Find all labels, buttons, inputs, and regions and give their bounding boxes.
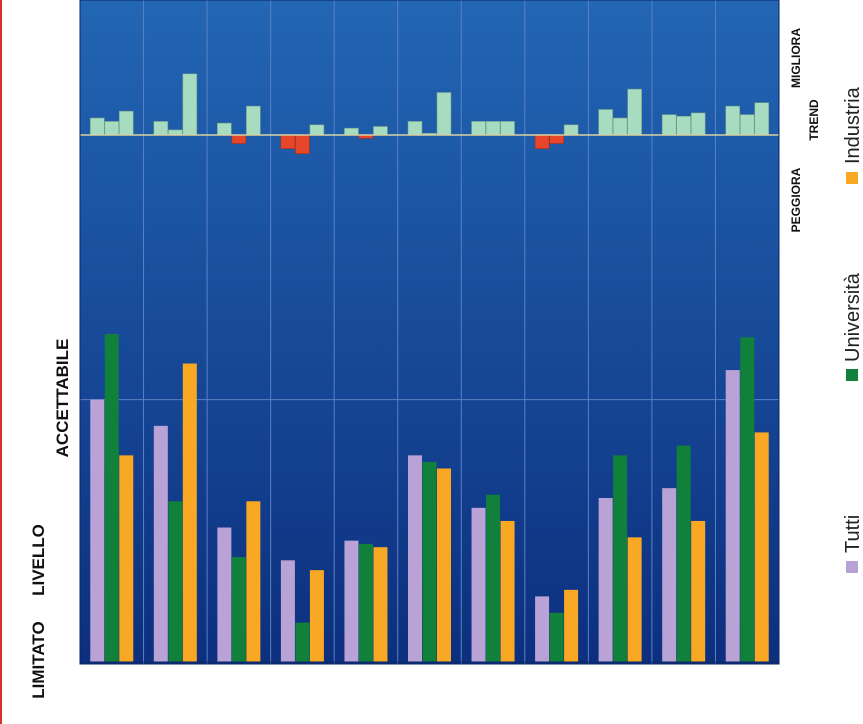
level-bar	[662, 488, 677, 662]
trend-bar	[153, 121, 169, 136]
level-bar	[90, 399, 105, 662]
level-bar	[295, 622, 310, 662]
trend-bar	[280, 134, 296, 149]
trend-bar	[246, 105, 261, 136]
level-bar	[231, 557, 246, 662]
level-bar	[598, 498, 613, 662]
legend-swatch-universita	[846, 369, 858, 381]
trend-bar	[89, 117, 105, 136]
trend-bar	[661, 114, 677, 136]
trend-bar	[436, 92, 452, 136]
level-bar	[104, 334, 119, 662]
legend-label-industria: Industria	[842, 86, 863, 164]
level-bar	[500, 520, 515, 662]
legend-swatch-tutti	[846, 561, 858, 573]
accettabile-label: ACCETTABILE	[53, 339, 72, 458]
level-bar	[725, 370, 740, 662]
level-bar	[280, 560, 295, 662]
level-bar	[471, 507, 486, 662]
level-bar	[408, 455, 422, 662]
level-bar	[358, 543, 373, 662]
trend-axis-label: TREND	[807, 99, 821, 141]
trend-bar	[725, 105, 741, 136]
level-bar	[627, 537, 642, 662]
level-bar	[754, 432, 769, 662]
level-bar	[740, 337, 755, 662]
trend-bar	[182, 73, 198, 136]
level-bar	[153, 425, 168, 662]
level-bar	[535, 596, 550, 662]
trend-bar	[344, 127, 359, 136]
level-bar	[486, 494, 501, 662]
level-bar	[119, 455, 134, 662]
level-bar	[676, 445, 691, 662]
trend-bar	[485, 121, 501, 136]
level-bar	[613, 455, 628, 662]
peggiora-label: PEGGIORA	[789, 167, 803, 232]
trend-bar	[627, 88, 642, 136]
trend-bar	[598, 109, 613, 136]
trend-bar	[500, 121, 515, 136]
level-bar	[691, 520, 706, 662]
trend-bar	[549, 134, 564, 144]
trend-bar	[217, 122, 232, 136]
trend-bar	[471, 121, 486, 136]
trend-bar	[373, 126, 388, 136]
level-bar	[373, 547, 388, 662]
trend-bar	[231, 134, 247, 144]
legend-label-universita: Università	[842, 272, 863, 362]
trend-bar	[754, 102, 770, 136]
migliora-label: MIGLIORA	[789, 28, 803, 88]
level-bar	[344, 540, 359, 662]
plot-frame	[79, 0, 780, 665]
livello-axis-label: LIVELLO	[29, 524, 48, 596]
level-bar	[168, 501, 183, 662]
trend-bar	[612, 117, 628, 136]
level-bar	[549, 612, 564, 662]
trend-bar	[118, 110, 134, 136]
trend-bar	[690, 112, 706, 136]
level-bar	[437, 468, 451, 662]
legend-swatch-industria	[846, 172, 858, 184]
level-bar	[182, 363, 197, 662]
trend-bar	[563, 124, 579, 136]
level-bar	[422, 461, 437, 662]
trend-bar	[739, 114, 755, 136]
trend-bar	[295, 134, 310, 155]
level-bar	[246, 501, 261, 662]
limitato-label: LIMITATO	[29, 621, 48, 698]
level-bar	[217, 527, 232, 662]
level-bar	[309, 570, 324, 662]
trend-bar	[407, 121, 423, 136]
trend-bar	[534, 134, 550, 149]
trend-bar	[104, 121, 120, 136]
left-edge-line	[0, 0, 2, 724]
legend-label-tutti: Tutti	[842, 515, 863, 553]
level-bar	[564, 589, 579, 662]
trend-bar	[309, 124, 325, 136]
trend-bar	[676, 116, 691, 136]
